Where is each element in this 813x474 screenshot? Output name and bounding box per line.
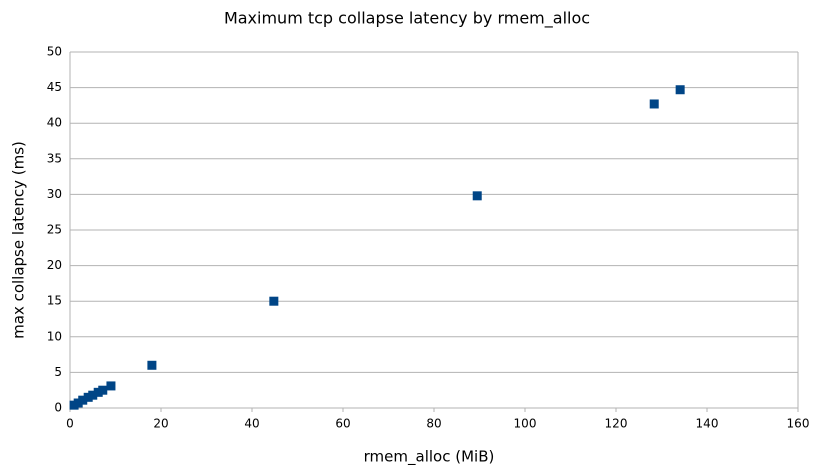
x-tick-label: 20 <box>153 417 168 431</box>
marker <box>78 395 88 405</box>
y-tick-label: 25 <box>47 223 62 237</box>
x-tick-label: 80 <box>426 417 441 431</box>
y-tick-label: 50 <box>47 45 62 59</box>
chart-title: Maximum tcp collapse latency by rmem_all… <box>224 9 590 29</box>
x-tick-label: 140 <box>696 417 719 431</box>
y-axis-label: max collapse latency (ms) <box>10 141 28 339</box>
y-tick-label: 10 <box>47 329 62 343</box>
marker <box>147 360 157 370</box>
y-tick-label: 0 <box>54 401 62 415</box>
marker <box>73 398 83 408</box>
y-tick-label: 40 <box>47 116 62 130</box>
x-axis-label: rmem_alloc (MiB) <box>364 448 495 467</box>
y-tick-label: 35 <box>47 151 62 165</box>
x-tick-label: 60 <box>335 417 350 431</box>
y-tick-label: 20 <box>47 258 62 272</box>
y-tick-label: 30 <box>47 187 62 201</box>
x-tick-label: 120 <box>605 417 628 431</box>
x-tick-label: 40 <box>244 417 259 431</box>
x-tick-label: 0 <box>66 417 74 431</box>
x-tick-label: 160 <box>787 417 810 431</box>
x-tick-label: 100 <box>514 417 537 431</box>
y-tick-label: 5 <box>54 365 62 379</box>
y-tick-label: 45 <box>47 80 62 94</box>
marker <box>93 387 103 397</box>
marker <box>88 390 98 400</box>
marker <box>675 85 685 95</box>
marker <box>649 99 659 109</box>
marker <box>269 296 279 306</box>
marker <box>472 191 482 201</box>
marker <box>98 385 108 395</box>
marker <box>106 381 116 391</box>
y-tick-label: 15 <box>47 294 62 308</box>
marker <box>83 392 93 402</box>
